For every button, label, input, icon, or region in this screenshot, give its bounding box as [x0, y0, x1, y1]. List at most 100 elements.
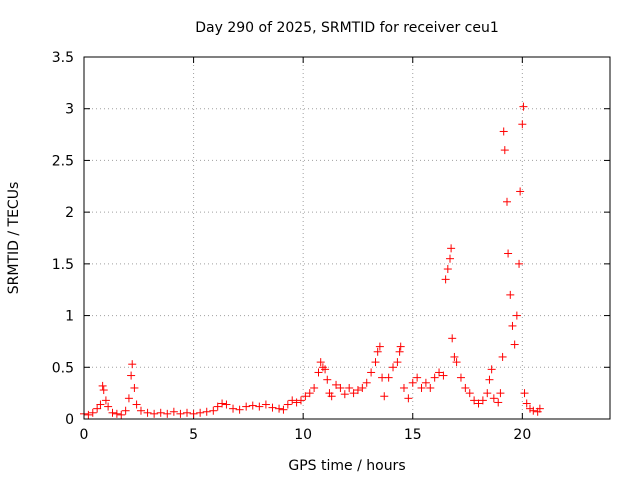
data-point: [209, 406, 218, 415]
data-point: [380, 392, 389, 401]
data-point: [435, 368, 444, 377]
data-point: [117, 410, 126, 419]
x-tick-label: 5: [189, 427, 198, 443]
y-tick-label: 0.5: [52, 360, 74, 376]
data-point: [508, 321, 517, 330]
data-point: [413, 373, 422, 382]
data-point: [452, 358, 461, 367]
data-point: [104, 402, 113, 411]
chart-title: Day 290 of 2025, SRMTID for receiver ceu…: [195, 20, 499, 36]
data-point: [255, 402, 264, 411]
data-point: [296, 396, 305, 405]
data-point: [340, 390, 349, 399]
data-point: [99, 386, 108, 395]
data-point: [136, 406, 145, 415]
data-point: [127, 371, 136, 380]
data-point: [261, 400, 270, 409]
data-point: [399, 383, 408, 392]
data-point: [128, 360, 137, 369]
data-point: [316, 358, 325, 367]
data-point: [367, 368, 376, 377]
y-axis-label: SRMTID / TECUs: [6, 182, 22, 295]
data-point: [108, 408, 117, 417]
data-point: [305, 389, 314, 398]
data-point: [292, 398, 301, 407]
data-point: [323, 375, 332, 384]
axis-ticks: [83, 56, 610, 420]
data-point: [522, 399, 531, 408]
data-point: [353, 386, 362, 395]
data-point: [112, 409, 121, 418]
data-point: [465, 389, 474, 398]
data-point: [504, 249, 513, 258]
data-points: [80, 102, 544, 419]
data-point: [288, 396, 297, 405]
grid-lines: [84, 57, 610, 419]
data-point: [318, 363, 327, 372]
data-point: [202, 407, 211, 416]
data-point: [489, 394, 498, 403]
x-tick-label: 0: [80, 427, 89, 443]
data-point: [408, 378, 417, 387]
data-point: [124, 394, 133, 403]
data-point: [84, 410, 93, 419]
data-point: [395, 347, 404, 356]
data-point: [371, 358, 380, 367]
data-point: [183, 408, 192, 417]
data-point: [88, 408, 97, 417]
data-point: [332, 380, 341, 389]
data-point: [384, 373, 393, 382]
data-point: [515, 259, 524, 268]
data-point: [526, 404, 535, 413]
data-point: [519, 102, 528, 111]
data-point: [499, 127, 508, 136]
data-point: [421, 378, 430, 387]
data-point: [478, 396, 487, 405]
data-point: [535, 404, 544, 413]
data-point: [336, 383, 345, 392]
data-point: [450, 352, 459, 361]
data-point: [283, 400, 292, 409]
data-point: [461, 383, 470, 392]
data-point: [456, 373, 465, 382]
data-point: [483, 389, 492, 398]
tick-labels: 0 5 10 15 20 0 0.5 1 1.5 2 2.5 3 3.5: [52, 50, 532, 443]
data-point: [496, 389, 505, 398]
data-point: [150, 409, 159, 418]
data-point: [502, 197, 511, 206]
data-point: [500, 146, 509, 155]
y-tick-label: 3.5: [52, 50, 74, 66]
data-point: [163, 409, 172, 418]
x-axis-label: GPS time / hours: [288, 458, 405, 474]
data-point: [441, 275, 450, 284]
data-point: [430, 373, 439, 382]
data-point: [373, 347, 382, 356]
data-point: [196, 408, 205, 417]
data-point: [314, 368, 323, 377]
data-point: [439, 371, 448, 380]
x-tick-label: 15: [404, 427, 422, 443]
data-point: [279, 405, 288, 414]
y-tick-label: 3: [65, 102, 74, 118]
data-point: [235, 405, 244, 414]
data-point: [98, 381, 107, 390]
data-point: [96, 400, 105, 409]
data-point: [510, 340, 519, 349]
data-point: [321, 365, 330, 374]
data-point: [362, 378, 371, 387]
data-point: [389, 363, 398, 372]
x-tick-label: 10: [294, 427, 312, 443]
data-point: [101, 396, 110, 405]
data-point: [143, 408, 152, 417]
data-point: [121, 406, 130, 415]
data-point: [229, 404, 238, 413]
y-tick-label: 1: [65, 309, 74, 325]
plot-frame: [83, 56, 611, 420]
data-point: [169, 407, 178, 416]
data-point: [447, 244, 456, 253]
data-point: [130, 383, 139, 392]
data-point: [176, 409, 185, 418]
data-point: [268, 403, 277, 412]
data-point: [446, 254, 455, 263]
